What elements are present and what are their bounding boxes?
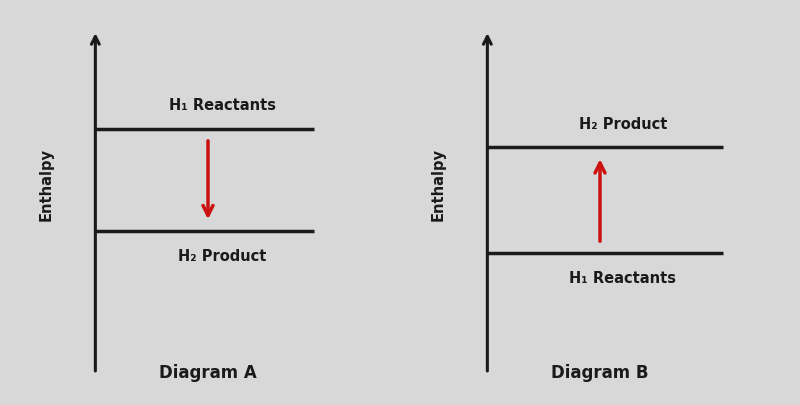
- Text: H₂ Product: H₂ Product: [578, 117, 667, 131]
- Text: H₁ Reactants: H₁ Reactants: [169, 98, 275, 113]
- Text: Diagram A: Diagram A: [159, 363, 257, 381]
- Text: Diagram B: Diagram B: [551, 363, 649, 381]
- Text: H₁ Reactants: H₁ Reactants: [570, 270, 676, 285]
- Text: H₂ Product: H₂ Product: [178, 248, 266, 263]
- Text: Enthalpy: Enthalpy: [430, 148, 446, 221]
- Text: Enthalpy: Enthalpy: [38, 148, 54, 221]
